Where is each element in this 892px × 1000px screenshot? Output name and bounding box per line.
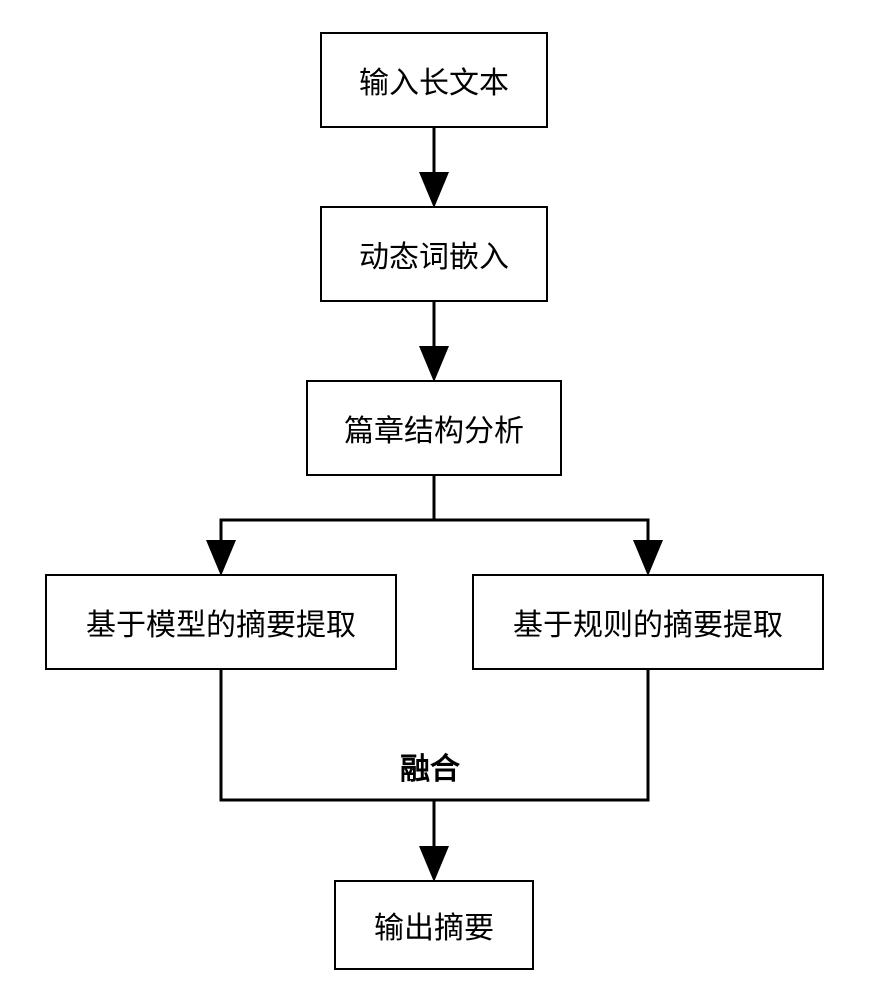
node-label: 篇章结构分析 <box>344 406 524 450</box>
node-output-summary: 输出摘要 <box>334 880 534 970</box>
node-label: 输出摘要 <box>374 903 494 947</box>
node-model-based-summary: 基于模型的摘要提取 <box>45 574 397 670</box>
flowchart-arrows <box>0 0 892 1000</box>
flowchart-canvas: 输入长文本 动态词嵌入 篇章结构分析 基于模型的摘要提取 基于规则的摘要提取 融… <box>0 0 892 1000</box>
node-discourse-structure-analysis: 篇章结构分析 <box>306 380 562 476</box>
node-rule-based-summary: 基于规则的摘要提取 <box>472 574 824 670</box>
node-dynamic-word-embedding: 动态词嵌入 <box>320 206 548 302</box>
node-label: 动态词嵌入 <box>359 232 509 276</box>
node-label: 输入长文本 <box>359 58 509 102</box>
node-input-long-text: 输入长文本 <box>320 32 548 128</box>
merge-label: 融合 <box>400 744 460 788</box>
node-label: 基于模型的摘要提取 <box>86 600 356 644</box>
node-label: 基于规则的摘要提取 <box>513 600 783 644</box>
